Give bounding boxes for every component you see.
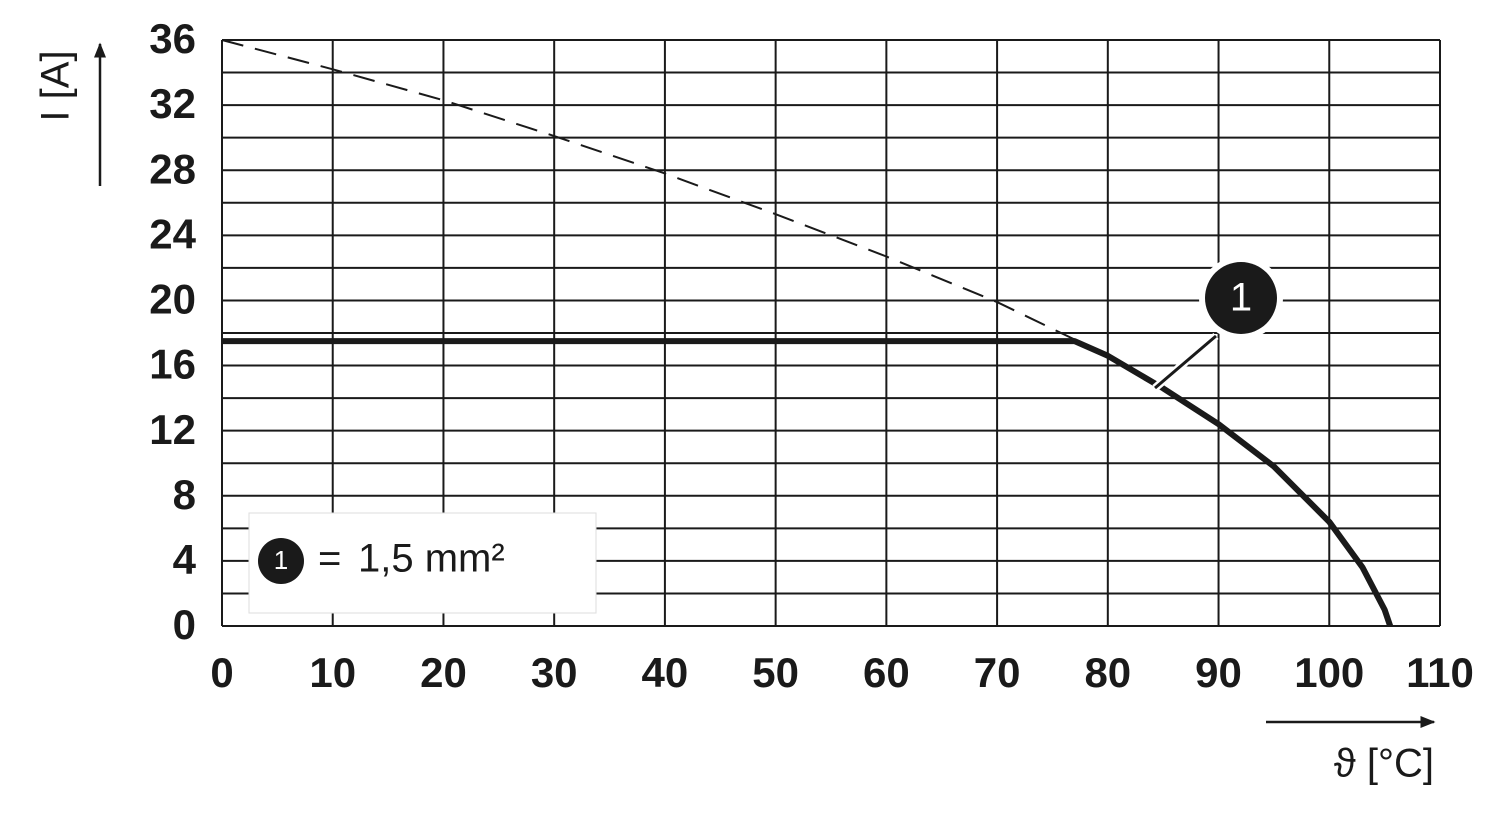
x-axis-label: ϑ [°C] <box>1334 742 1434 786</box>
callout-badge <box>1205 262 1277 334</box>
y-tick-label: 12 <box>149 406 196 453</box>
y-axis-label: I [A] <box>34 50 78 121</box>
callout-label: 1 <box>1230 276 1252 320</box>
x-tick-label: 10 <box>309 649 356 696</box>
callout-leader <box>1154 334 1217 390</box>
x-tick-label: 20 <box>420 649 467 696</box>
y-tick-label: 24 <box>149 210 196 257</box>
y-tick-label: 0 <box>173 601 196 648</box>
y-tick-label: 28 <box>149 145 196 192</box>
y-tick-label: 36 <box>149 15 196 62</box>
legend-badge-label: 1 <box>274 545 288 575</box>
x-tick-label: 60 <box>863 649 910 696</box>
x-tick-label: 70 <box>974 649 1021 696</box>
y-tick-label: 4 <box>173 536 197 583</box>
legend-label: 1,5 mm² <box>358 537 505 581</box>
x-tick-label: 40 <box>642 649 689 696</box>
x-tick-label: 30 <box>531 649 578 696</box>
y-tick-label: 16 <box>149 341 196 388</box>
x-tick-label: 100 <box>1294 649 1364 696</box>
reference-curve <box>221 39 1076 341</box>
y-tick-label: 32 <box>149 80 196 127</box>
x-tick-label: 90 <box>1195 649 1242 696</box>
derating-curve <box>222 338 1394 627</box>
y-tick-label: 8 <box>173 471 196 518</box>
x-tick-label: 0 <box>210 649 233 696</box>
x-tick-label: 80 <box>1084 649 1131 696</box>
legend-badge <box>258 538 304 584</box>
legend-box <box>248 512 597 614</box>
plot-area: 1 1 = 1,5 mm² <box>221 39 1394 627</box>
y-tick-label: 20 <box>149 276 196 323</box>
x-tick-label: 50 <box>752 649 799 696</box>
legend-separator: = <box>318 537 341 581</box>
x-tick-label: 110 <box>1406 649 1474 696</box>
